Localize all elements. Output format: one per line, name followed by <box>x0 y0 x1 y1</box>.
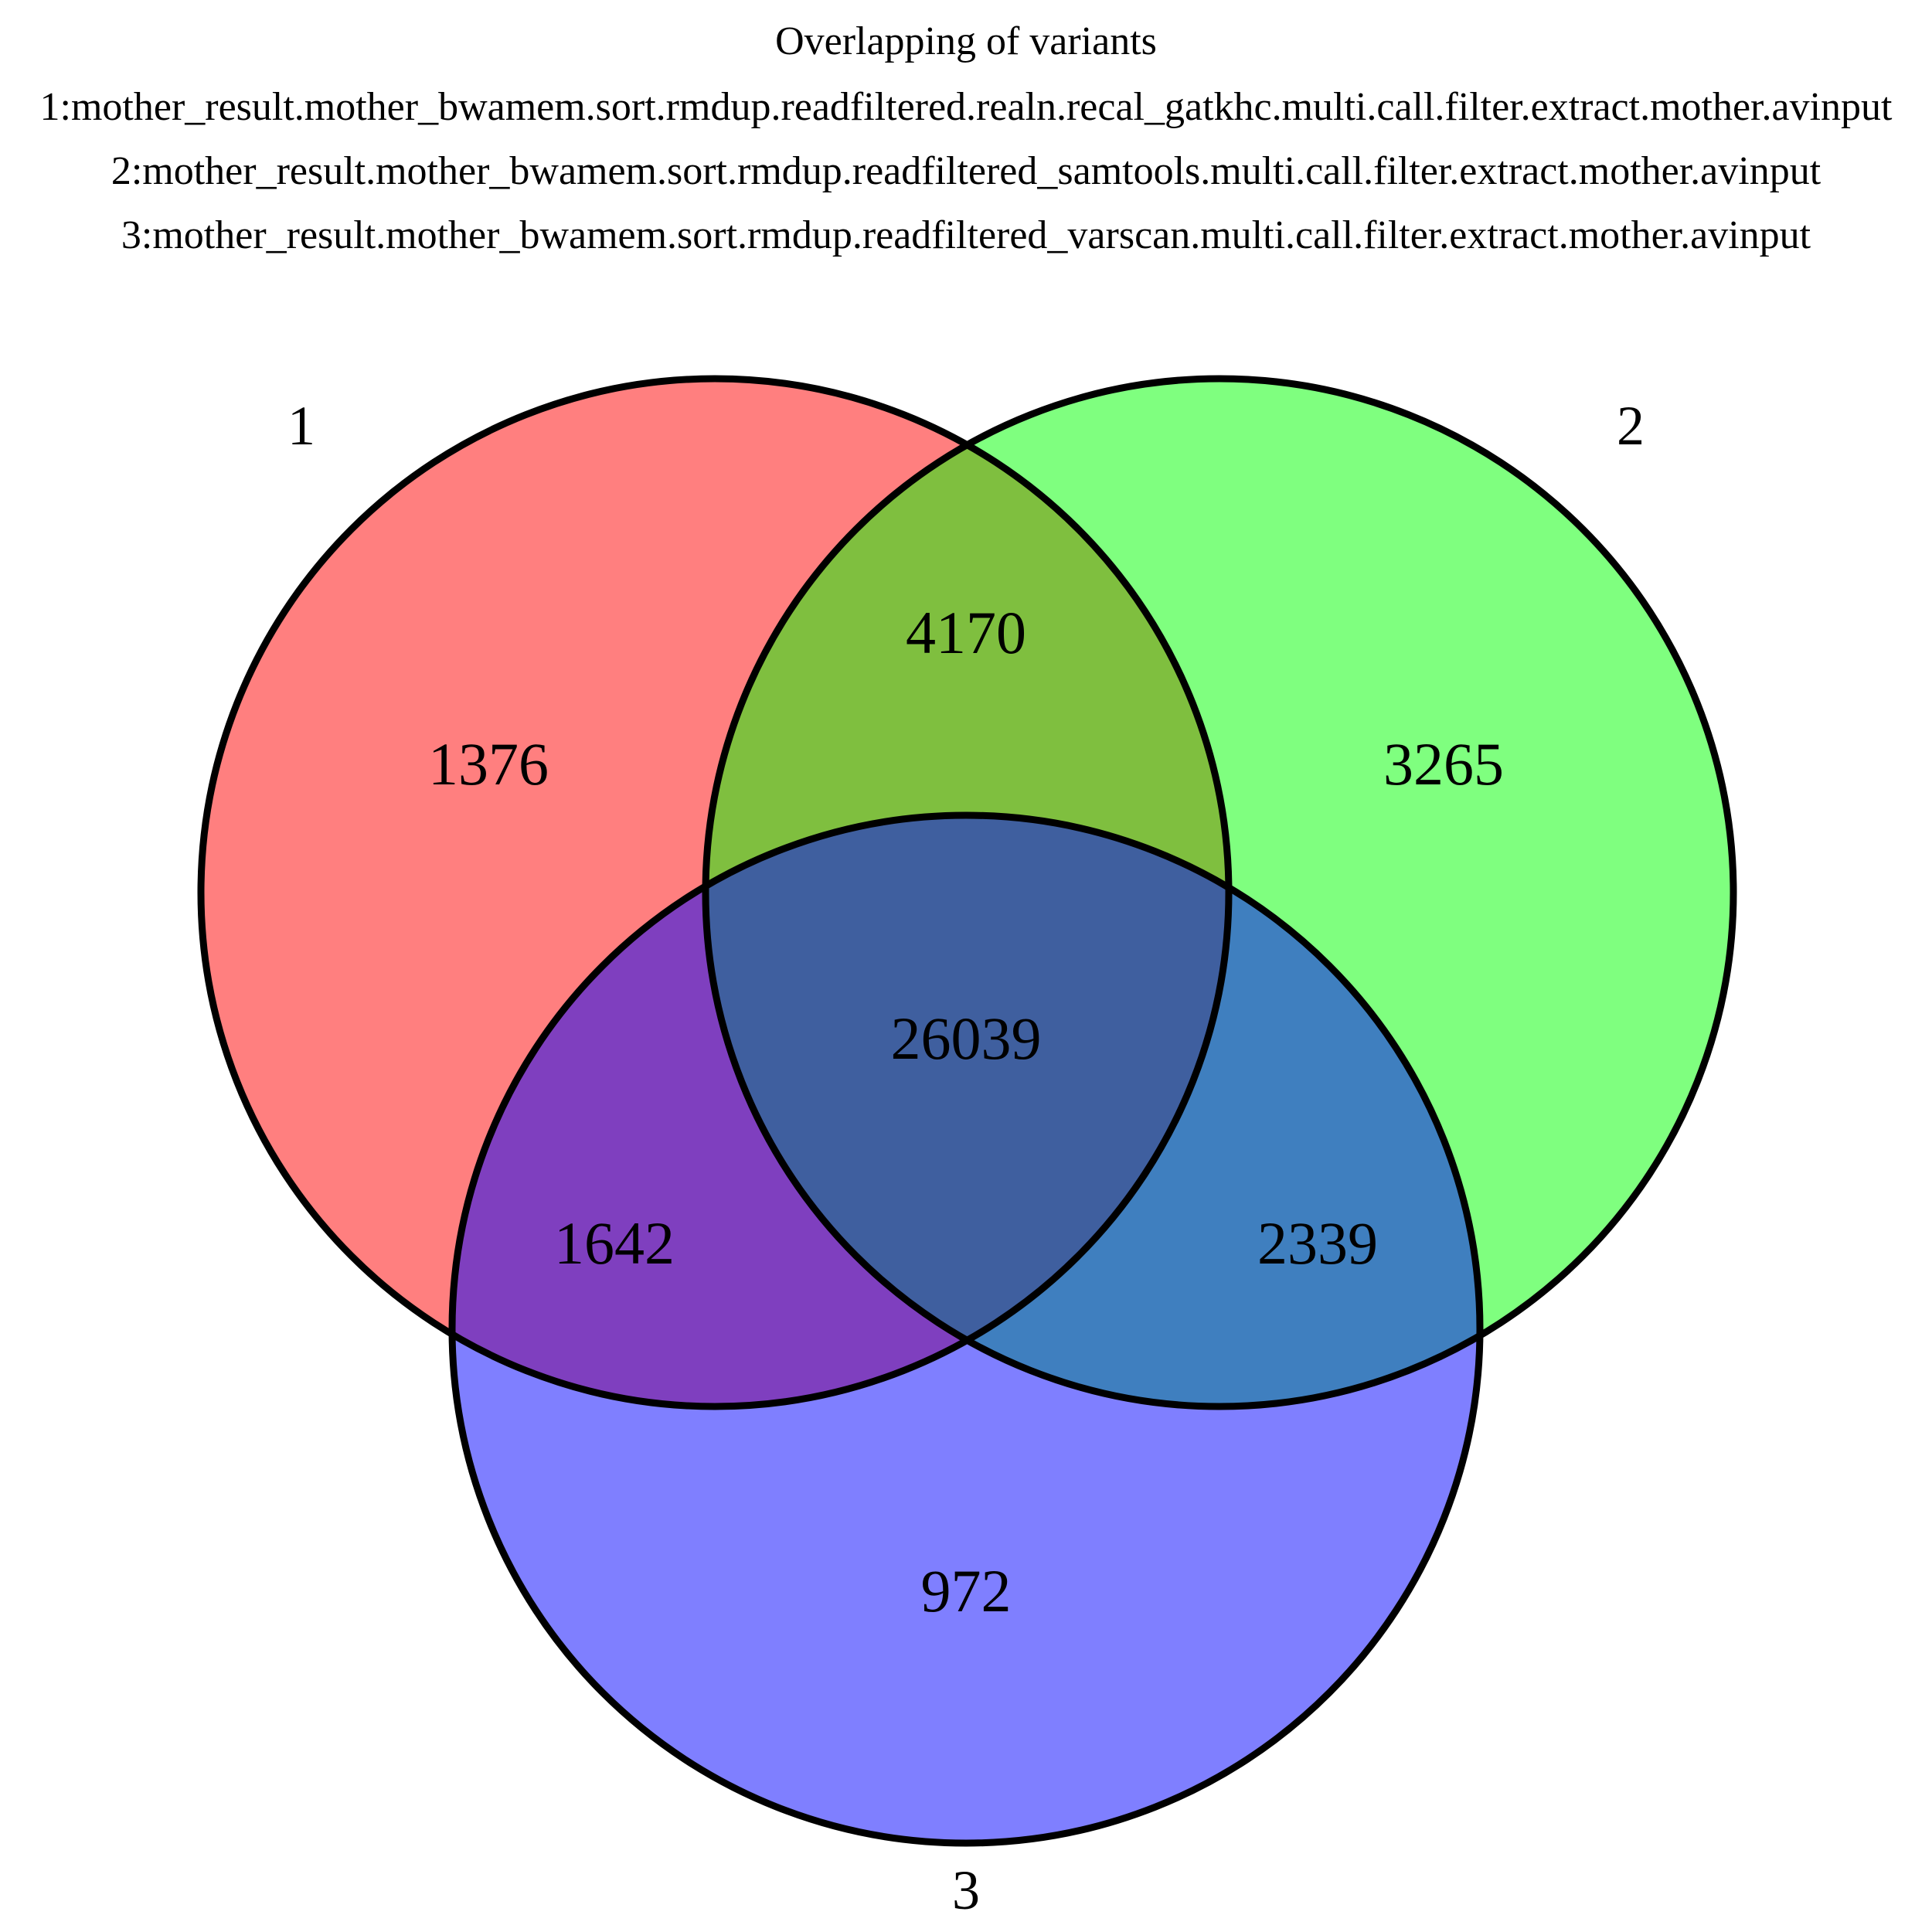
diagram-title: Overlapping of variants <box>775 19 1157 63</box>
set-3-circle-fill <box>452 815 1480 1843</box>
set-2-circle-outline <box>702 375 1737 1410</box>
count-1-and-3: 1642 <box>554 1209 675 1277</box>
set-1-description: 1:mother_result.mother_bwamem.sort.rmdup… <box>40 85 1893 129</box>
count-only-1: 1376 <box>428 730 549 798</box>
set-labels: 1 2 3 <box>287 395 1645 1921</box>
set-2-description: 2:mother_result.mother_bwamem.sort.rmdup… <box>111 149 1821 193</box>
set-1-circle-outline <box>197 375 1233 1410</box>
count-only-2: 3265 <box>1383 730 1504 798</box>
set-2-label: 2 <box>1617 395 1645 457</box>
circle-outlines <box>197 375 1737 1847</box>
count-only-3: 972 <box>921 1557 1012 1624</box>
set-3-circle-outline <box>448 811 1484 1847</box>
count-2-and-3: 2339 <box>1257 1209 1378 1277</box>
circle-fills <box>201 379 1733 1843</box>
count-1-2-3: 26039 <box>891 1005 1042 1072</box>
set-1-label: 1 <box>287 395 315 457</box>
set-3-description: 3:mother_result.mother_bwamem.sort.rmdup… <box>121 213 1811 257</box>
region-counts: 1376 3265 972 4170 1642 2339 26039 <box>428 599 1504 1624</box>
set-3-label: 3 <box>952 1859 980 1921</box>
title-block: Overlapping of variants 1:mother_result.… <box>40 19 1893 257</box>
count-1-and-2: 4170 <box>906 599 1026 666</box>
